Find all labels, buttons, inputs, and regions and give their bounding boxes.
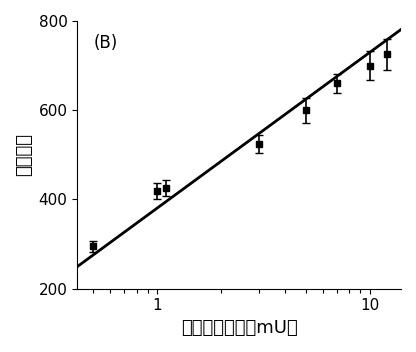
Text: (B): (B) (94, 34, 118, 52)
Y-axis label: 荧光强度: 荧光强度 (15, 133, 33, 176)
X-axis label: 焦磷酸酶浓度（mU）: 焦磷酸酶浓度（mU） (181, 319, 297, 337)
